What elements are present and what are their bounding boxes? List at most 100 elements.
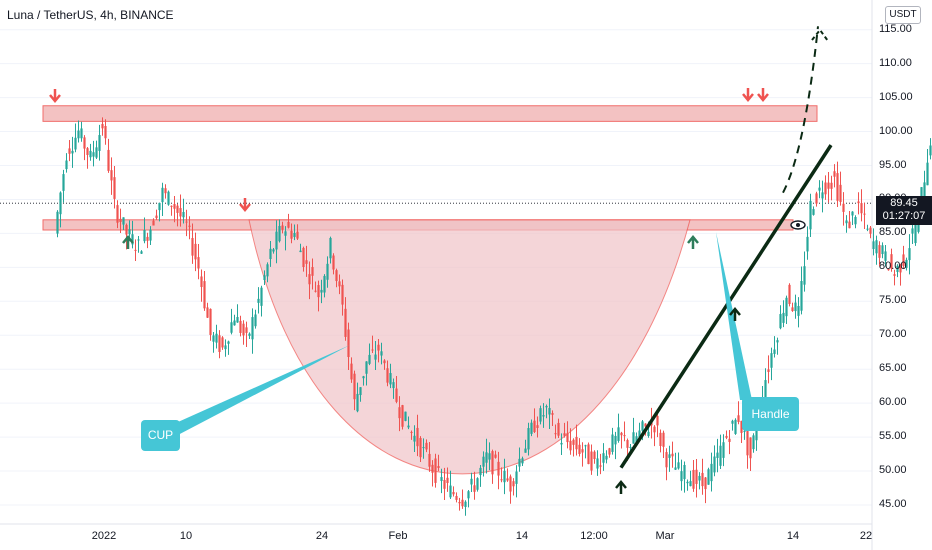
- candle-body: [281, 225, 284, 230]
- candle-body: [578, 444, 581, 454]
- candle-body: [620, 432, 623, 436]
- candle-body: [158, 202, 161, 211]
- candle-body: [614, 435, 617, 445]
- candle-body: [635, 436, 638, 443]
- candle-body: [572, 439, 575, 445]
- candle-body: [914, 223, 917, 244]
- candle-body: [596, 458, 599, 469]
- candle-body: [512, 481, 515, 487]
- candle-body: [194, 243, 197, 260]
- price-tick-label: 65.00: [879, 362, 907, 375]
- candle-body: [170, 205, 173, 207]
- candle-body: [770, 353, 773, 368]
- candle-body: [683, 465, 686, 480]
- candle-body: [806, 236, 809, 252]
- candle-body: [674, 467, 677, 470]
- candle-body: [476, 478, 479, 490]
- candle-body: [926, 162, 929, 186]
- candle-body: [344, 308, 347, 337]
- handle-label[interactable]: Handle: [742, 397, 799, 431]
- candle-body: [662, 432, 665, 447]
- candle-body: [329, 237, 332, 259]
- candle-body: [443, 479, 446, 489]
- candle-body: [416, 427, 419, 447]
- candle-body: [911, 228, 914, 234]
- time-tick-label: 14: [786, 530, 800, 542]
- candle-body: [866, 228, 869, 230]
- candle-body: [422, 447, 425, 449]
- candle-body: [836, 173, 839, 201]
- candle-body: [716, 452, 719, 458]
- down-arrow-icon-head: [239, 203, 251, 212]
- down-arrow-icon-head: [742, 93, 754, 102]
- time-tick-label: Feb: [388, 530, 408, 542]
- candle-body: [632, 432, 635, 444]
- candle-body: [791, 307, 794, 312]
- candle-body: [584, 445, 587, 447]
- candle-body: [530, 422, 533, 434]
- candle-body: [701, 472, 704, 487]
- candle-body: [164, 188, 167, 194]
- price-tick-label: 75.00: [879, 294, 907, 307]
- candle-body: [65, 160, 68, 170]
- candle-body: [722, 442, 725, 458]
- candle-body: [707, 469, 710, 485]
- candle-body: [623, 435, 626, 437]
- candle-body: [887, 268, 890, 271]
- candle-body: [815, 193, 818, 204]
- candle-body: [473, 485, 476, 492]
- candle-body: [704, 477, 707, 490]
- candle-body: [671, 453, 674, 457]
- candle-body: [434, 458, 437, 483]
- candle-body: [905, 259, 908, 268]
- candle-body: [308, 274, 311, 285]
- candle-body: [677, 462, 680, 469]
- candle-body: [536, 425, 539, 428]
- candle-body: [908, 248, 911, 261]
- candle-body: [131, 234, 134, 245]
- candle-body: [686, 481, 689, 484]
- candle-body: [569, 440, 572, 451]
- candle-body: [455, 495, 458, 500]
- candle-body: [317, 285, 320, 298]
- candle-body: [824, 182, 827, 195]
- up-arrow-icon-head: [615, 480, 627, 489]
- candle-body: [128, 229, 131, 235]
- candle-body: [92, 152, 95, 157]
- time-tick-label: 24: [315, 530, 329, 542]
- candle-body: [83, 137, 86, 149]
- candle-body: [380, 351, 383, 356]
- candle-body: [713, 456, 716, 473]
- currency-button[interactable]: USDT: [885, 6, 921, 24]
- candle-body: [467, 491, 470, 499]
- candle-body: [353, 373, 356, 400]
- candle-body: [407, 425, 410, 428]
- candle-body: [749, 437, 752, 459]
- candle-body: [227, 341, 230, 344]
- candle-body: [233, 320, 236, 326]
- candle-body: [167, 191, 170, 205]
- candle-body: [323, 275, 326, 293]
- candle-body: [98, 135, 101, 151]
- candle-body: [755, 428, 758, 441]
- candle-body: [59, 192, 62, 215]
- price-zones: [42, 105, 818, 475]
- price-tick-label: 95.00: [879, 158, 907, 171]
- candle-body: [110, 170, 113, 181]
- candle-body: [77, 130, 80, 139]
- candle-body: [827, 182, 830, 189]
- candle-body: [725, 435, 728, 438]
- candle-body: [842, 203, 845, 212]
- up-arrow-icon-head: [687, 235, 699, 244]
- candle-body: [698, 475, 701, 481]
- candle-body: [602, 453, 605, 463]
- candle-body: [854, 217, 857, 225]
- candle-body: [539, 408, 542, 422]
- candle-body: [239, 320, 242, 333]
- candle-body: [863, 213, 866, 215]
- cup-label[interactable]: CUP: [141, 420, 180, 451]
- candle-body: [191, 238, 194, 256]
- candle-body: [776, 340, 779, 343]
- candle-body: [803, 266, 806, 285]
